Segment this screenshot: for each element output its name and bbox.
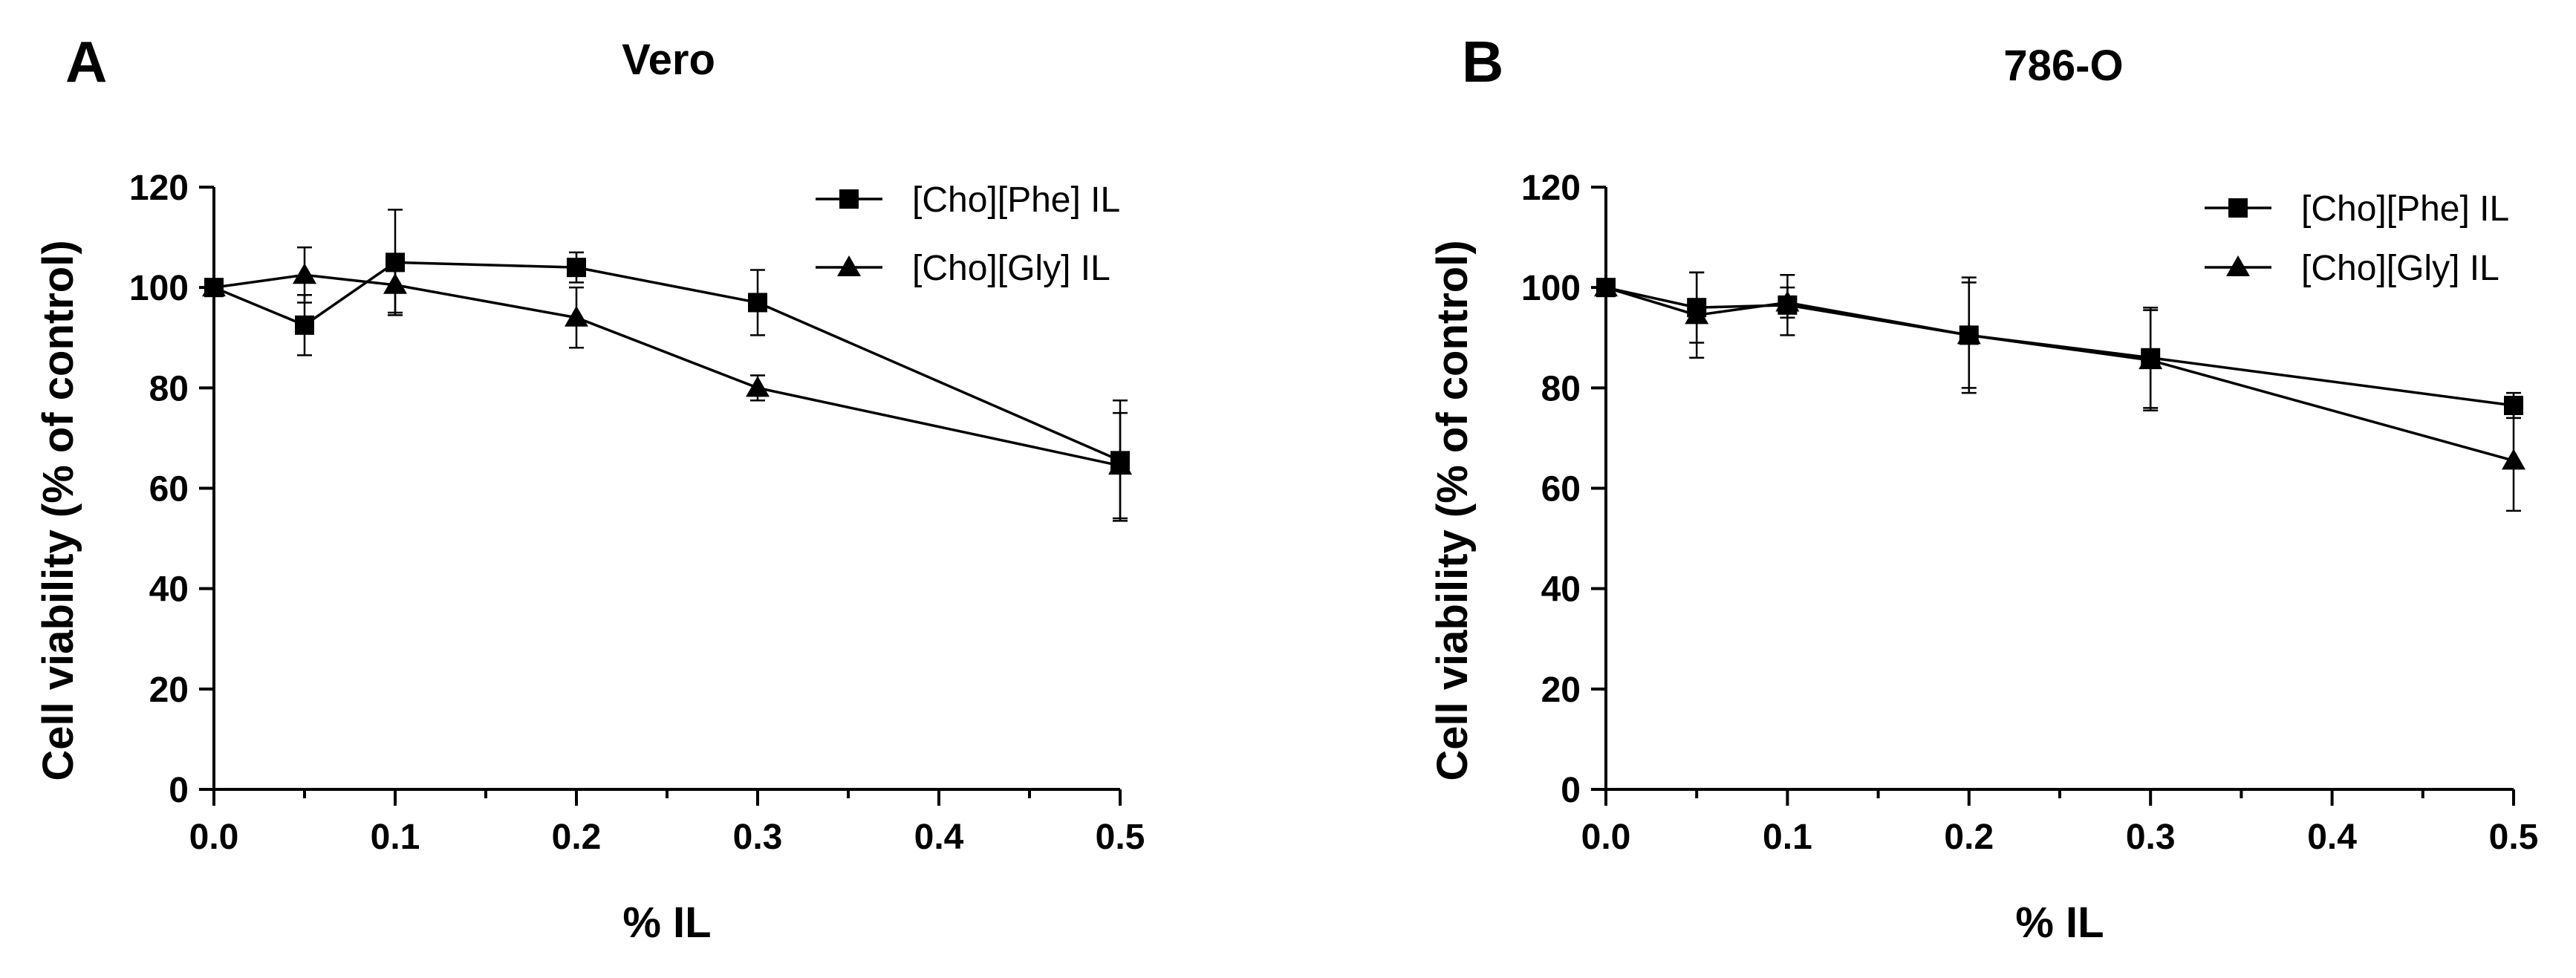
data-point-triangle	[746, 376, 770, 397]
y-tick-label: 20	[1541, 671, 1581, 710]
x-axis-label: % IL	[622, 899, 711, 947]
x-tick-label: 0.2	[552, 818, 602, 857]
data-point-triangle	[1775, 290, 1800, 312]
x-tick-label: 0.3	[2126, 818, 2176, 857]
data-point-triangle	[1957, 323, 1981, 345]
y-tick-label: 20	[149, 671, 189, 710]
legend-label: [Cho][Gly] IL	[2301, 249, 2499, 288]
y-axis-label: Cell viability (% of control)	[1428, 240, 1477, 780]
x-tick-label: 0.0	[1581, 818, 1631, 857]
legend-marker-square	[839, 189, 859, 209]
y-tick-label: 40	[149, 570, 189, 610]
y-tick-label: 60	[149, 470, 189, 509]
data-point-triangle	[2138, 348, 2163, 370]
chart-panel-a: A Vero 0 20 40 60 80 100 120 0.0 0.1 0.2 0.3 0.4 0.5 % …	[34, 29, 1145, 947]
y-tick-label: 60	[1541, 470, 1581, 509]
y-tick-label: 80	[1541, 369, 1581, 408]
x-tick-label: 0.5	[2489, 818, 2539, 857]
y-tick-label: 0	[1561, 771, 1581, 810]
x-axis-label: % IL	[2015, 899, 2104, 947]
x-tick-label: 0.2	[1944, 818, 1994, 857]
series-line-triangle	[213, 273, 1121, 467]
data-point-triangle	[1685, 303, 1709, 325]
x-tick-label: 0.0	[189, 818, 239, 857]
data-point-triangle	[293, 263, 316, 284]
data-point-triangle	[1594, 276, 1618, 297]
y-tick-label: 100	[129, 269, 189, 308]
legend-marker-triangle	[2226, 255, 2250, 276]
data-point-square	[748, 293, 767, 313]
legend-marker-triangle	[837, 255, 861, 276]
y-tick-label: 0	[169, 771, 189, 810]
series-line-square	[213, 261, 1121, 462]
legend-label: [Cho][Phe] IL	[912, 180, 1120, 220]
chart-title: Vero	[622, 36, 715, 84]
x-tick-label: 0.3	[733, 818, 783, 857]
data-point-triangle	[2502, 449, 2525, 470]
data-point-square	[567, 258, 586, 278]
x-tick-label: 0.1	[371, 818, 420, 857]
y-tick-label: 40	[1541, 570, 1581, 610]
y-tick-label: 120	[1521, 169, 1581, 208]
chart-panel-b: B 786-O 0 20 40 60 80 100 120 0.0 0.1 0.2 0.3 0.4 0.5%…	[1428, 29, 2538, 947]
x-tick-label: 0.4	[2307, 818, 2357, 857]
y-axis-label: Cell viability (% of control)	[34, 240, 82, 780]
y-tick-label: 120	[129, 169, 189, 208]
data-point-triangle	[565, 305, 588, 327]
series-line-triangle	[1605, 286, 2514, 463]
panel-letter: B	[1462, 29, 1503, 94]
chart-title: 786-O	[2003, 42, 2123, 90]
x-tick-label: 0.4	[914, 818, 964, 857]
legend-label: [Cho][Phe] IL	[2301, 189, 2509, 229]
legend-marker-square	[2228, 198, 2248, 218]
data-point-triangle	[383, 273, 407, 294]
data-point-triangle	[1108, 454, 1132, 475]
data-point-triangle	[202, 276, 226, 297]
x-tick-label: 0.1	[1763, 818, 1812, 857]
y-tick-label: 80	[149, 369, 189, 408]
x-tick-label: 0.5	[1096, 818, 1145, 857]
data-point-square	[295, 315, 314, 335]
legend-label: [Cho][Gly] IL	[912, 249, 1110, 288]
y-tick-label: 100	[1521, 269, 1581, 308]
panel-letter: A	[65, 29, 107, 94]
